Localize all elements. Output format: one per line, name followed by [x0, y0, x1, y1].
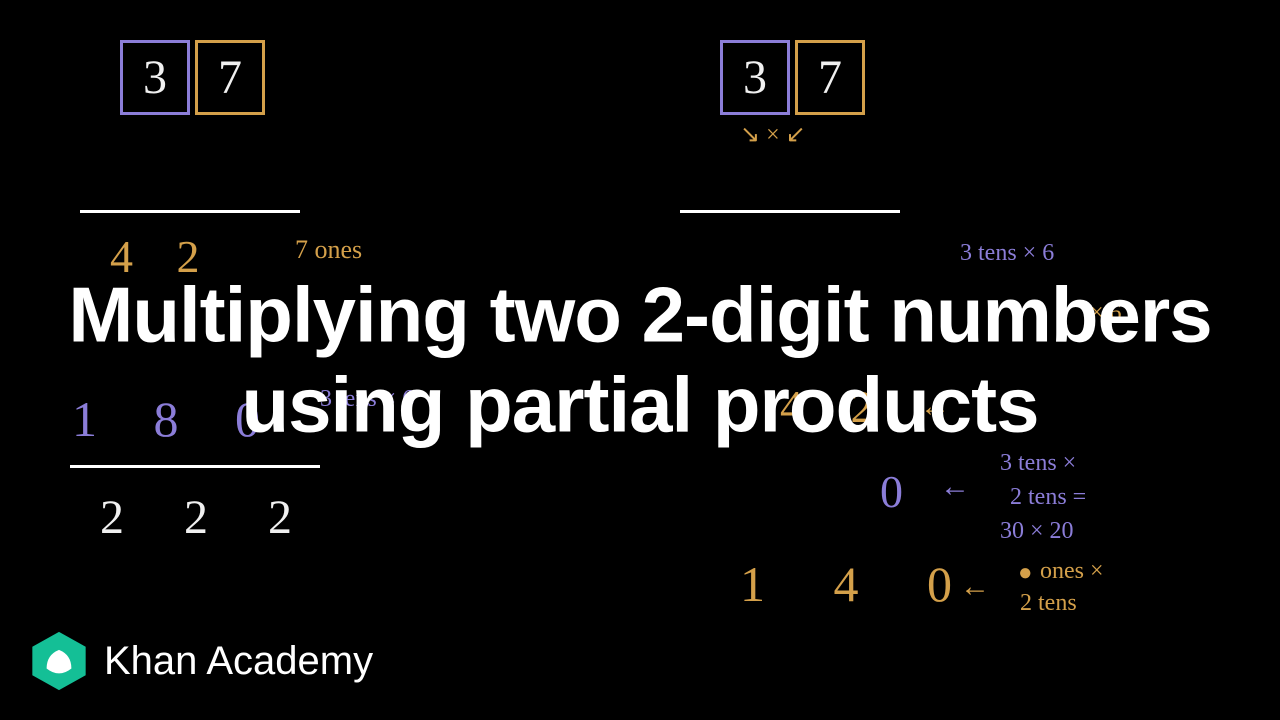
right-line3-note1: 3 tens ×: [1000, 450, 1076, 477]
left-partial1-note: 7 ones: [295, 235, 362, 265]
left-tens-digit: 3: [143, 50, 167, 105]
right-line4-note2: 2 tens: [1020, 590, 1077, 617]
left-hline-1: [80, 210, 300, 213]
right-arrow4: ←: [960, 570, 990, 604]
right-line3: 0: [880, 465, 903, 518]
video-title: Multiplying two 2-digit numbers using pa…: [32, 270, 1248, 449]
right-line4: 1 4 0: [740, 555, 980, 613]
right-line3-note2: 2 tens =: [1010, 484, 1086, 511]
right-arrow3: ←: [940, 470, 970, 504]
right-hline-1: [680, 210, 900, 213]
brand-logo-area: Khan Academy: [28, 630, 373, 692]
khan-logo-icon: [28, 630, 90, 692]
left-ones-digit: 7: [218, 50, 242, 105]
right-tens-digit: 3: [743, 50, 767, 105]
left-tens-box: 3: [120, 40, 190, 115]
right-arrows: ↘ × ↙: [740, 120, 806, 149]
right-line3-note3: 30 × 20: [1000, 518, 1074, 545]
right-line1-note: 3 tens × 6: [960, 240, 1054, 267]
right-tens-box: 3: [720, 40, 790, 115]
brand-name: Khan Academy: [104, 639, 373, 684]
right-ones-digit: 7: [818, 50, 842, 105]
right-ones-box: 7: [795, 40, 865, 115]
left-hline-2: [70, 465, 320, 468]
left-ones-box: 7: [195, 40, 265, 115]
left-result: 2 2 2: [100, 490, 316, 545]
right-line4-note1: ones ×: [1040, 558, 1104, 585]
right-dot: ●: [1018, 560, 1033, 587]
